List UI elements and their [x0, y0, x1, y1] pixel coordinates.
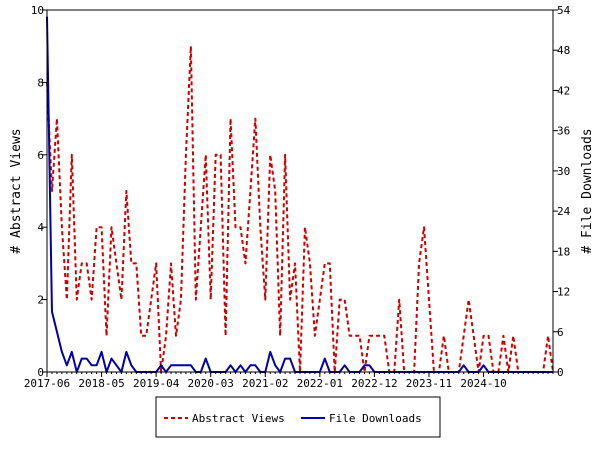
series-line-file-downloads — [46, 16, 553, 373]
y-right-tick-label: 42 — [557, 84, 570, 97]
y-right-tick-label: 30 — [557, 165, 570, 178]
legend-label-abstract-views: Abstract Views — [192, 412, 285, 425]
y-axis-left: 0 2 4 6 8 10 — [31, 4, 47, 379]
plot-frame — [46, 9, 554, 373]
y-right-tick-label: 6 — [557, 326, 564, 339]
y-axis-left-title: # Abstract Views — [9, 128, 24, 253]
y-left-tick-label: 6 — [37, 149, 44, 162]
y-axis-right-title: # File Downloads — [580, 128, 595, 253]
y-right-tick-label: 36 — [557, 125, 570, 138]
y-right-tick-label: 12 — [557, 286, 570, 299]
legend-box — [155, 396, 441, 438]
series-line-abstract-views — [46, 45, 554, 373]
y-left-tick-label: 2 — [37, 294, 44, 307]
y-left-tick-label: 4 — [37, 221, 44, 234]
x-tick-label: 2023-11 — [406, 377, 452, 390]
x-tick-label: 2022-01 — [297, 377, 343, 390]
x-tick-label: 2019-04 — [133, 377, 180, 390]
x-tick-label: 2021-02 — [242, 377, 288, 390]
x-tick-label: 2017-06 — [24, 377, 70, 390]
y-right-tick-label: 48 — [557, 44, 570, 57]
x-tick-label: 2020-03 — [188, 377, 234, 390]
legend-label-file-downloads: File Downloads — [329, 412, 422, 425]
x-axis: 2017-06 2018-05 2019-04 2020-03 2021-02 2022-… — [24, 372, 554, 390]
y-left-tick-label: 8 — [37, 76, 44, 89]
y-right-tick-label: 0 — [557, 366, 564, 379]
y-left-tick-label: 10 — [31, 4, 44, 17]
x-tick-label: 2018-05 — [78, 377, 124, 390]
series-lines — [46, 16, 554, 373]
legend: Abstract Views File Downloads — [155, 396, 441, 438]
y-right-tick-label: 54 — [557, 4, 571, 17]
x-tick-label: 2024-10 — [460, 377, 506, 390]
y-right-tick-label: 18 — [557, 245, 570, 258]
y-right-tick-label: 24 — [557, 205, 571, 218]
y-axis-right: 0 6 12 18 24 30 36 42 48 54 — [553, 4, 571, 379]
x-tick-label: 2022-12 — [351, 377, 397, 390]
y-left-tick-label: 0 — [37, 366, 44, 379]
